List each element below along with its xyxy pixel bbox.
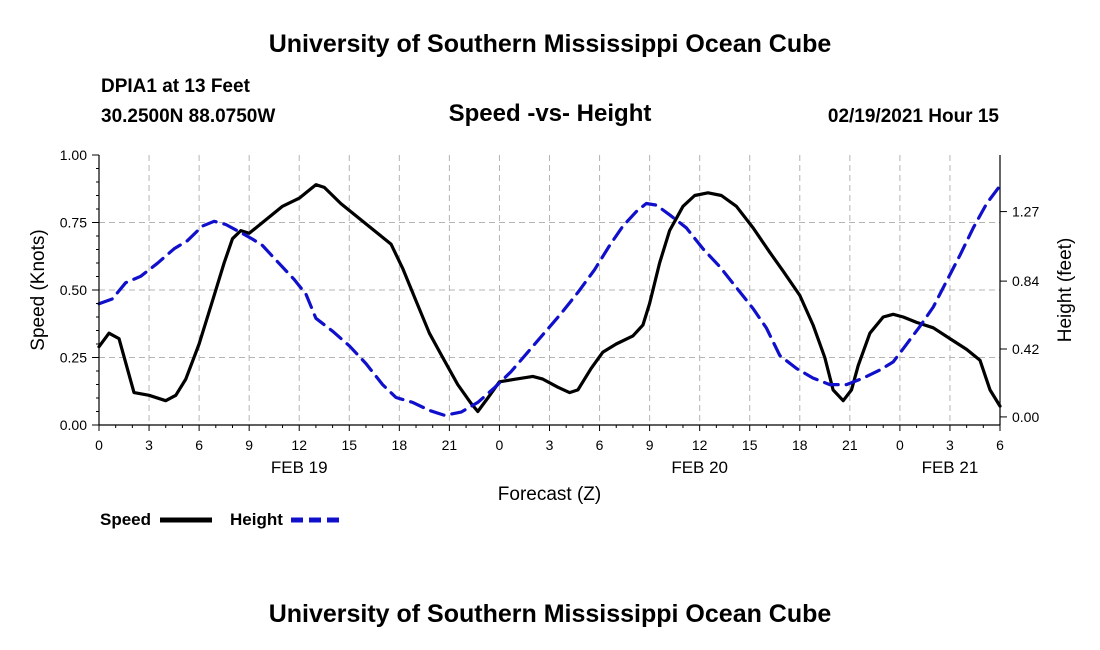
chart-subtitle: Speed -vs- Height	[448, 100, 652, 127]
x-axis-title: Forecast (Z)	[498, 484, 601, 505]
legend: Speed Height	[100, 510, 343, 529]
y-right-tick-label: 0.42	[1012, 341, 1039, 357]
forecast-datetime: 02/19/2021 Hour 15	[827, 106, 999, 127]
date-label: FEB 20	[671, 458, 728, 477]
x-tick-label: 15	[742, 437, 758, 453]
y-left-tick-label: 1.00	[60, 147, 87, 163]
x-tick-label: 0	[95, 437, 103, 453]
y-left-tick-label: 0.00	[60, 417, 87, 433]
series-line-speed	[97, 183, 1002, 414]
y-right-tick-label: 1.27	[1012, 204, 1039, 220]
x-tick-label: 3	[946, 437, 954, 453]
x-tick-label: 3	[546, 437, 554, 453]
x-tick-label: 18	[392, 437, 408, 453]
y-right-tick-label: 0.00	[1012, 409, 1039, 425]
y-left-tick-label: 0.25	[60, 350, 87, 366]
x-tick-label: 3	[145, 437, 153, 453]
y-left-axis-title: Speed (Knots)	[28, 229, 49, 350]
x-tick-label: 21	[442, 437, 458, 453]
legend-height-label: Height	[230, 510, 283, 529]
y-right-axis-title: Height (feet)	[1055, 238, 1076, 343]
x-tick-label: 0	[896, 437, 904, 453]
date-label: FEB 19	[271, 458, 328, 477]
series-line-height	[97, 184, 1002, 417]
x-tick-label: 12	[291, 437, 307, 453]
x-tick-label: 18	[792, 437, 808, 453]
y-right-tick-label: 0.84	[1012, 273, 1039, 289]
chart-title-bottom: University of Southern Mississippi Ocean…	[268, 600, 832, 628]
y-left-tick-label: 0.50	[60, 282, 87, 298]
x-tick-label: 9	[245, 437, 253, 453]
x-tick-label: 9	[646, 437, 654, 453]
date-label: FEB 21	[922, 458, 979, 477]
x-tick-label: 6	[996, 437, 1004, 453]
x-tick-label: 0	[496, 437, 504, 453]
x-tick-label: 6	[195, 437, 203, 453]
legend-speed-label: Speed	[100, 510, 151, 529]
x-tick-label: 21	[842, 437, 858, 453]
x-tick-label: 6	[596, 437, 604, 453]
data-series	[97, 183, 1002, 417]
chart-title-top: University of Southern Mississippi Ocean…	[268, 30, 832, 58]
coordinates-label: 30.2500N 88.0750W	[101, 106, 276, 127]
axis-labels: 0 3 6 9 12 15 18 21 0 3 6 9 12 15 18 21 0 3 6 FEB 19 FEB 20 F…	[28, 147, 1076, 505]
station-label: DPIA1 at 13 Feet	[101, 76, 250, 97]
x-tick-label: 15	[341, 437, 357, 453]
x-tick-label: 12	[692, 437, 708, 453]
axes	[92, 154, 1007, 431]
y-left-tick-label: 0.75	[60, 215, 87, 231]
grid-lines	[99, 155, 1000, 425]
